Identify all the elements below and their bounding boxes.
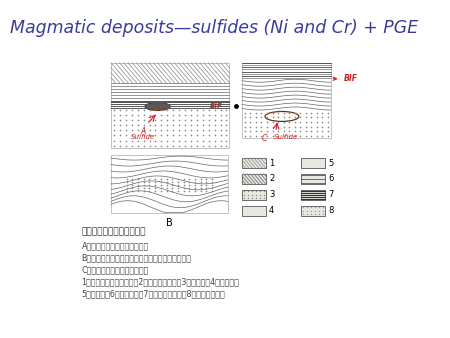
Bar [242, 63, 331, 138]
Text: 火山成因碳化镖礦床的類型: 火山成因碳化镖礦床的類型 [81, 227, 146, 237]
Bar [111, 155, 228, 213]
Text: A－岩流底部的硫化物地床梵；: A－岩流底部的硫化物地床梵； [81, 241, 149, 250]
Bar [301, 158, 325, 168]
Bar [301, 206, 325, 216]
Text: 5－純掘岩；6－置列結構；7－高品位硫化物；8－浏合摔碘石。: 5－純掘岩；6－置列結構；7－高品位硫化物；8－浏合摔碘石。 [81, 289, 225, 298]
Text: C: C [261, 134, 267, 143]
Bar [301, 190, 325, 200]
Text: 3: 3 [269, 190, 274, 199]
Text: 1－沉積岩和酸性火山岩；2－連石賧全銖層；3－文式岩；4－底牆岩；: 1－沉積岩和酸性火山岩；2－連石賧全銖層；3－文式岩；4－底牆岩； [81, 277, 239, 286]
Text: Sulfide: Sulfide [131, 134, 155, 140]
Bar [242, 158, 266, 168]
Text: 5: 5 [328, 159, 333, 168]
Text: B－輔助岩流運动極度途道中的低品位浏合摔碘石；: B－輔助岩流運动極度途道中的低品位浏合摔碘石； [81, 253, 192, 262]
Bar [242, 174, 266, 184]
Text: 7: 7 [328, 190, 333, 199]
Bar [301, 174, 325, 184]
Text: BIF: BIF [333, 74, 357, 83]
Text: BIF: BIF [210, 102, 223, 108]
Text: 8: 8 [328, 206, 333, 215]
Bar [242, 206, 266, 216]
Text: Magmatic deposits—sulfides (Ni and Cr) + PGE: Magmatic deposits—sulfides (Ni and Cr) +… [10, 19, 418, 37]
Text: 1: 1 [269, 159, 274, 168]
Bar [242, 190, 266, 200]
Text: Sulfide: Sulfide [274, 134, 298, 140]
Text: 6: 6 [328, 174, 333, 184]
Ellipse shape [145, 102, 170, 111]
Text: B: B [166, 218, 173, 227]
Bar [111, 63, 230, 148]
Text: 4: 4 [269, 206, 274, 215]
Ellipse shape [265, 112, 299, 121]
Text: C－純掘層體中的高品位墩等。: C－純掘層體中的高品位墩等。 [81, 265, 149, 274]
Text: A: A [140, 127, 146, 136]
Text: 2: 2 [269, 174, 274, 184]
